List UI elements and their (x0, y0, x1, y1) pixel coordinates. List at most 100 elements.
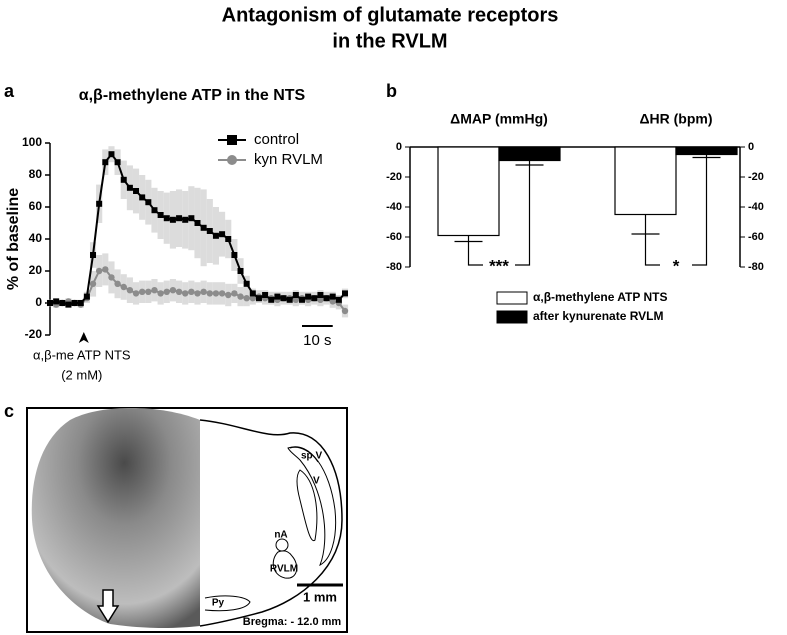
trigeminal-outline (296, 469, 318, 542)
marker (341, 307, 349, 315)
significance-bracket (467, 165, 531, 266)
marker (243, 280, 250, 287)
panel-label: c (4, 401, 14, 421)
marker (262, 292, 269, 298)
marker (305, 293, 312, 300)
marker (151, 287, 158, 294)
significance-label: * (673, 256, 680, 275)
arrow (96, 589, 120, 624)
legend-label: after kynurenate RVLM (533, 309, 663, 323)
marker (83, 293, 90, 300)
panel-label: a (4, 81, 15, 101)
rvlm-outline (272, 550, 298, 579)
marker (206, 228, 213, 234)
annotation: (2 mM) (61, 367, 102, 382)
y-tick-label: 0 (35, 295, 42, 309)
marker (231, 290, 238, 297)
marker (329, 298, 336, 305)
figure-title: in the RVLM (332, 30, 447, 52)
marker (157, 212, 164, 218)
scale-bar-label: 10 s (303, 332, 331, 349)
marker (95, 267, 103, 275)
marker (206, 290, 213, 297)
marker (114, 280, 121, 287)
legend-label: control (254, 131, 299, 148)
category-label: ΔMAP (mmHg) (450, 111, 548, 127)
region-label: Py (212, 598, 225, 609)
panel-c: sp V V nA RVLM Py 1 mm Bregma: - 12.0 mm (26, 407, 348, 633)
marker (108, 151, 115, 158)
marker (151, 207, 158, 214)
marker (182, 216, 189, 223)
marker (126, 184, 133, 191)
annotation-arrow (78, 332, 89, 343)
y2-tick-label: -20 (748, 171, 764, 183)
marker (342, 290, 348, 297)
section-outline (199, 419, 343, 627)
marker (53, 298, 60, 305)
y-tick-label: 0 (396, 141, 402, 153)
marker (102, 159, 109, 166)
legend-label: α,β-methylene ATP NTS (533, 290, 668, 304)
chart-title: α,β-methylene ATP in the NTS (79, 87, 306, 104)
y-tick-label: -20 (386, 171, 402, 183)
y-tick-label: 80 (29, 167, 43, 181)
marker (194, 220, 201, 226)
marker (237, 268, 244, 274)
bregma-label: Bregma: - 12.0 mm (243, 616, 342, 628)
marker (133, 188, 140, 194)
marker (120, 283, 127, 291)
marker (212, 290, 220, 297)
marker (120, 176, 127, 183)
marker (317, 292, 324, 298)
marker (102, 266, 109, 273)
marker (329, 293, 336, 300)
marker (317, 296, 324, 303)
marker (175, 288, 183, 295)
marker (311, 295, 318, 302)
y-axis-label: % of baseline (5, 188, 22, 290)
region-label: RVLM (270, 564, 298, 575)
y-tick-label: 20 (29, 263, 43, 277)
marker (225, 236, 232, 242)
marker (169, 287, 177, 294)
marker (218, 290, 226, 297)
scale-bar-label: 1 mm (303, 589, 337, 604)
marker (182, 290, 189, 297)
significance-label: *** (489, 256, 509, 275)
y-tick-label: 40 (29, 231, 43, 245)
marker (298, 296, 305, 303)
annotation: α,β-me ATP NTS (33, 347, 131, 362)
region-label: sp V (301, 451, 322, 462)
py-outline (204, 595, 251, 612)
marker (139, 194, 146, 201)
legend-marker (227, 135, 237, 145)
marker (194, 290, 201, 297)
y-tick-label: -60 (386, 231, 402, 243)
marker (108, 274, 115, 281)
y-tick-label: 60 (29, 199, 43, 213)
marker (323, 295, 330, 302)
marker (77, 300, 84, 306)
bar (675, 146, 738, 156)
y-tick-label: -20 (25, 327, 43, 341)
histology-section (31, 408, 201, 628)
y2-tick-label: 0 (748, 141, 754, 153)
marker (243, 295, 250, 302)
y-tick-label: -80 (386, 261, 402, 273)
marker (71, 300, 78, 306)
y-tick-label: 100 (22, 135, 42, 149)
marker (163, 288, 170, 295)
marker (200, 288, 207, 295)
marker (286, 296, 293, 303)
marker (132, 290, 140, 297)
y2-tick-label: -60 (748, 231, 764, 243)
marker (249, 290, 256, 297)
marker (145, 288, 152, 295)
category-label: ΔHR (bpm) (639, 111, 712, 127)
y-tick-label: -40 (386, 201, 402, 213)
y2-tick-label: -80 (748, 261, 764, 273)
marker (237, 293, 244, 300)
marker (145, 199, 152, 206)
